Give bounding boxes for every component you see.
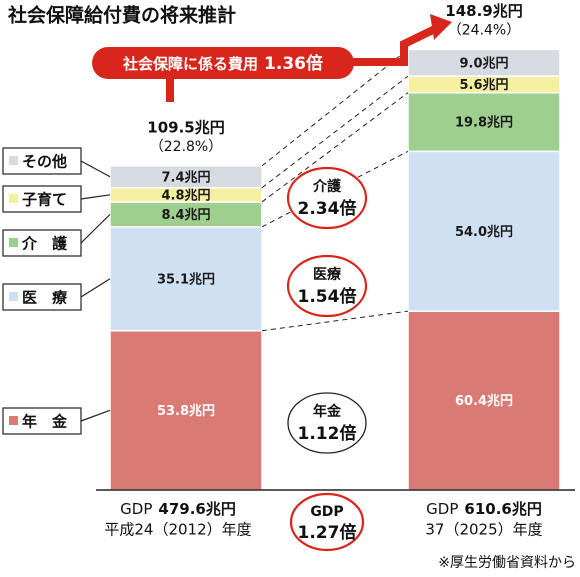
data-label-care-0: 8.4兆円	[161, 207, 210, 223]
legend-label-pension: 年 金	[22, 413, 68, 431]
category-gdp-prefix-1: GDP	[426, 500, 458, 518]
legend-item-other: その他	[2, 147, 111, 178]
legend-label-other: その他	[22, 153, 67, 171]
ratio-label-0: （22.8%）	[150, 139, 222, 155]
category-gdp-1: GDP 610.6兆円	[426, 500, 542, 518]
gdp-ratio-label: GDP	[310, 504, 343, 520]
data-label-other-1: 9.0兆円	[459, 55, 508, 71]
source-note: ※厚生労働省資料から	[438, 555, 576, 571]
category-gdp-value-1: 610.6兆円	[464, 500, 541, 518]
legend-label-medical: 医 療	[22, 289, 68, 307]
category-year-0: 平成24（2012）年度	[104, 521, 251, 539]
growth-arrow-head	[430, 14, 452, 40]
category-year-1: 37（2025）年度	[425, 521, 542, 539]
legend-swatch-childcare	[9, 194, 18, 203]
legend-item-medical: 医 療	[2, 278, 111, 311]
legend-item-pension: 年 金	[2, 407, 111, 435]
legend-box-childcare	[2, 185, 82, 213]
total-label-1: 148.9兆円	[445, 2, 522, 20]
connector-line-childcare	[261, 75, 409, 189]
bar-care-1	[407, 91, 561, 153]
legend-pointer-pension	[80, 409, 111, 422]
legend-label-childcare: 子育て	[22, 191, 67, 209]
data-label-pension-0: 53.8兆円	[157, 403, 215, 419]
bar-medical-1	[407, 150, 561, 312]
data-label-care-1: 19.8兆円	[455, 115, 513, 131]
data-label-childcare-1: 5.6兆円	[459, 77, 508, 93]
ratio-oval-value-1: 1.54倍	[298, 286, 357, 307]
connector-line-other	[261, 49, 409, 167]
gdp-ratio-oval	[289, 492, 365, 552]
ratio-oval-label-1: 医療	[313, 266, 342, 283]
legend-swatch-medical	[9, 292, 18, 301]
data-label-childcare-0: 4.8兆円	[161, 187, 210, 203]
legend-pointer-other	[80, 160, 111, 178]
connector-line-care	[261, 92, 409, 203]
ratio-oval-value-2: 2.34倍	[298, 198, 357, 219]
gdp-ratio-value: 1.27倍	[298, 522, 357, 543]
data-label-pension-1: 60.4兆円	[455, 393, 513, 409]
ratio-oval-label-0: 年金	[313, 403, 342, 420]
chart-title: 社会保障給付費の将来推計	[7, 4, 236, 27]
bar-pension-0	[109, 329, 263, 491]
ratio-oval-1	[286, 254, 368, 318]
legend-pointer-medical	[80, 278, 111, 298]
arrow-banner	[92, 47, 354, 79]
data-label-medical-1: 54.0兆円	[455, 224, 513, 240]
bar-other-1	[407, 48, 561, 77]
category-gdp-0: GDP 479.6兆円	[120, 500, 236, 518]
arrow-banner-text: 社会保障に係る費用 1.36倍	[122, 53, 323, 74]
arrow-banner-label: 社会保障に係る費用	[122, 55, 258, 73]
legend-swatch-pension	[9, 416, 18, 425]
ratio-oval-2	[286, 166, 368, 230]
ratio-oval-value-0: 1.12倍	[298, 423, 357, 444]
category-gdp-prefix-0: GDP	[120, 500, 152, 518]
bar-medical-0	[109, 226, 263, 332]
legend-label-care: 介 護	[21, 235, 68, 253]
connector-line-pension	[261, 310, 409, 332]
category-gdp-value-0: 479.6兆円	[158, 500, 235, 518]
ratio-oval-0	[287, 392, 367, 454]
legend-item-care: 介 護	[2, 213, 111, 257]
ratio-oval-label-2: 介護	[312, 178, 342, 195]
legend-pointer-childcare	[80, 194, 111, 200]
arrow-banner-value: 1.36倍	[264, 53, 323, 74]
legend-swatch-care	[9, 238, 18, 247]
data-label-medical-0: 35.1兆円	[157, 271, 215, 287]
legend-pointer-care	[80, 213, 111, 244]
legend-item-childcare: 子育て	[2, 185, 111, 213]
total-label-0: 109.5兆円	[147, 118, 224, 136]
data-label-other-0: 7.4兆円	[161, 169, 210, 185]
legend-swatch-other	[9, 156, 18, 165]
legend-box-other	[2, 147, 82, 175]
ratio-label-1: （24.4%）	[448, 22, 520, 38]
